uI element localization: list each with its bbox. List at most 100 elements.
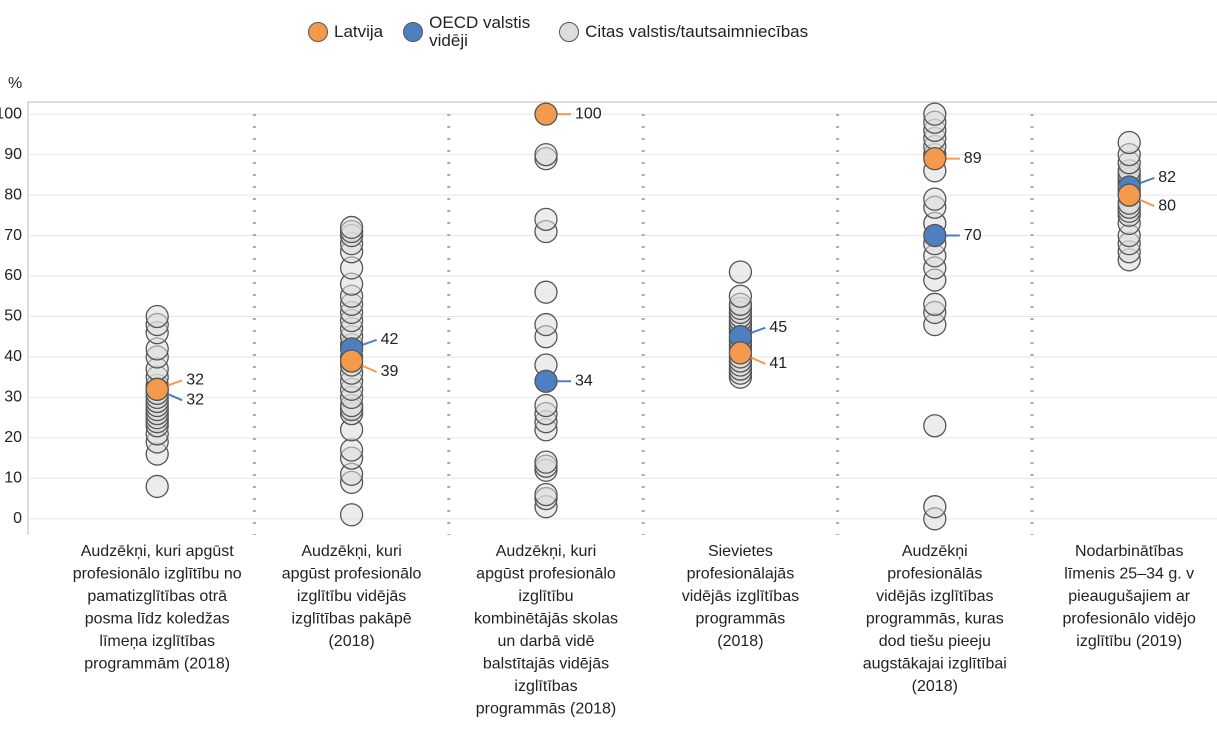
x-tick-label: izglītību [518,588,573,605]
legend-swatch [403,22,424,42]
dot-other [923,292,947,316]
dot-other [534,142,558,167]
y-tick-label: 10 [4,470,22,487]
x-tick-label: programmās, kuras [866,611,1004,628]
y-tick-label: 80 [4,186,22,203]
x-tick-label: posma līdz koledžas [85,611,230,628]
dot [1117,183,1141,207]
legend-label: Latvija [334,22,384,41]
value-label: 82 [1158,169,1176,186]
value-label: 32 [186,372,204,389]
dot-other [339,215,364,240]
x-tick-label: vidējās izglītības [682,588,799,605]
dot-other [534,393,558,418]
value-label: 34 [575,372,593,389]
x-tick-label: Nodarbinātības [1075,543,1184,560]
x-tick-label: izglītības [514,678,577,695]
x-tick-label: Audzēkņi [902,543,968,560]
x-tick-label: (2018) [717,633,763,650]
value-label: 89 [964,150,982,167]
x-tick-label: apgūst profesionālo [282,566,422,583]
x-tick-label: izglītību vidējās [297,588,406,605]
dot-other [534,280,558,304]
y-tick-label: 50 [4,308,22,325]
legend-item: OECD valstis vidēji [403,14,539,50]
value-label: 45 [769,319,787,336]
x-tick-label: profesionālo vidējo [1062,611,1196,628]
dot-other [534,450,558,474]
x-tick-label: Audzēkņi, kuri [496,543,597,560]
x-tick-label: augstākajai izglītībai [863,656,1007,673]
dot-other [339,438,364,462]
dot [534,102,558,126]
dot [923,147,947,171]
x-tick-label: apgūst profesionālo [476,566,616,583]
y-tick-label: 0 [13,510,22,527]
x-tick-label: profesionālās [887,566,982,583]
dot [534,369,558,393]
legend-item: Citas valstis/tautsaimniecības [559,22,808,42]
dot-other [923,187,947,211]
value-label: 32 [186,392,204,409]
value-label: 100 [575,105,602,122]
dot [923,223,947,248]
x-tick-label: profesionālajās [687,566,795,583]
x-tick-label: Audzēkņi, kuri apgūst [81,543,235,560]
dot-other [923,102,947,126]
x-tick-label: izglītības pakāpē [292,611,412,628]
x-tick-label: Sievietes [708,543,773,560]
y-tick-label: 100 [0,105,22,122]
x-tick-label: (2018) [328,633,374,650]
y-tick-label: 90 [4,146,22,163]
x-tick-label: balstītajās vidējās [483,656,609,673]
value-label: 41 [769,355,787,372]
dot-other [923,414,947,438]
value-label: 80 [1158,197,1176,214]
dot-other [339,503,364,527]
x-tick-label: profesionālo izglītību no [73,566,242,583]
y-tick-label: 60 [4,267,22,284]
legend-item: Latvija [308,22,383,42]
x-tick-label: līmeņa izglītības [99,633,215,650]
legend-swatch [559,22,580,42]
y-tick-label: 70 [4,227,22,244]
dot-other [145,474,169,499]
dot-other [923,495,947,519]
dot [145,377,169,401]
x-tick-label: un darbā vidē [498,633,595,650]
dot-other [145,304,169,329]
x-tick-label: kombinētājās skolas [474,611,618,628]
dot-other [1117,130,1141,155]
y-tick-label: 40 [4,348,22,365]
dot-other [534,312,558,337]
dot-other [728,284,753,308]
x-tick-label: Audzēkņi, kuri [301,543,402,560]
dot [339,349,364,373]
dot [728,341,753,365]
y-tick-label: 30 [4,389,22,406]
x-tick-label: dod tiešu pieeju [879,633,991,650]
x-tick-label: līmenis 25–34 g. v [1064,566,1194,583]
legend: Latvija OECD valstis vidēji Citas valstis/… [308,14,808,50]
y-axis-label: % [8,75,22,92]
x-tick-label: (2018) [912,678,958,695]
dot-other [534,482,558,507]
value-label: 39 [381,363,399,380]
value-label: 42 [381,331,399,348]
x-tick-label: izglītību (2019) [1076,633,1182,650]
x-tick-label: vidējās izglītības [876,588,993,605]
legend-label: OECD valstis vidēji [429,13,531,50]
x-tick-label: programmām (2018) [84,656,230,673]
x-tick-label: programmās [695,611,785,628]
x-tick-label: pieaugušajiem ar [1068,588,1191,605]
value-label: 70 [964,227,982,244]
dot-other [728,260,753,284]
y-tick-label: 20 [4,429,22,446]
legend-swatch [308,22,328,42]
x-tick-label: pamatizglītības otrā [87,588,227,605]
x-tick-label: programmās (2018) [476,701,617,718]
dot-other [534,207,558,232]
legend-label: Citas valstis/tautsaimniecības [585,22,809,41]
